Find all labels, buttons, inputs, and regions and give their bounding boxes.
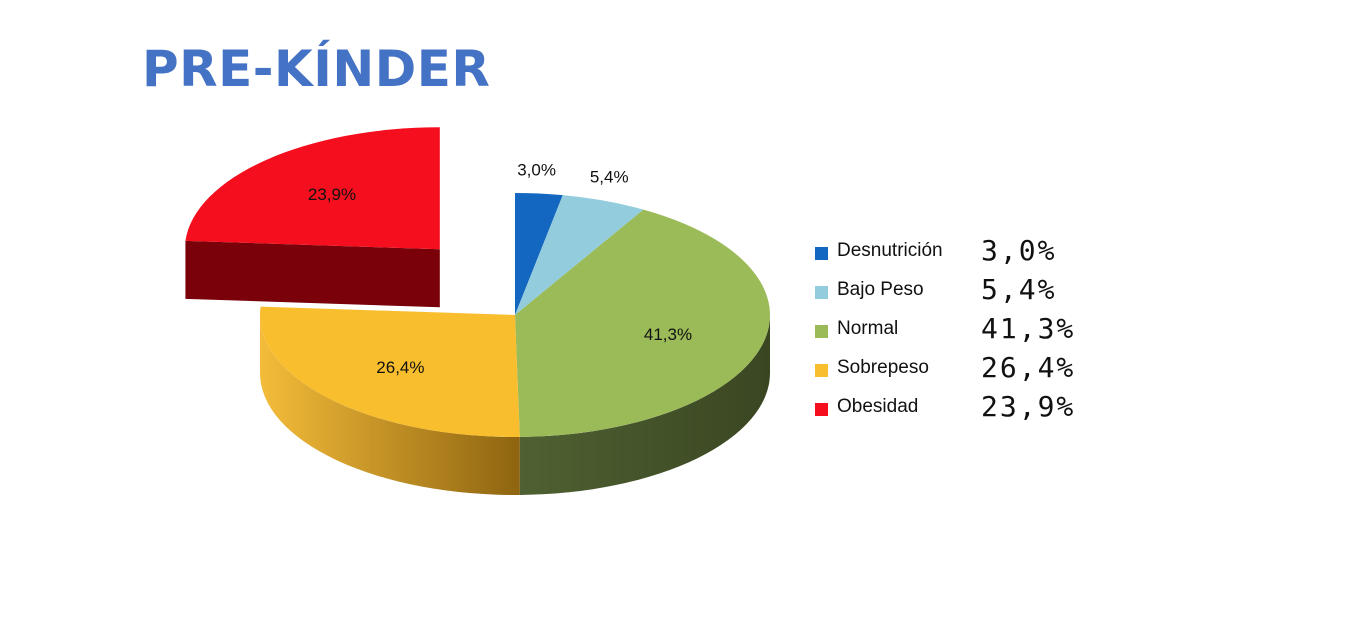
- legend-label: Bajo Peso: [837, 279, 924, 300]
- legend-swatch: [815, 325, 828, 338]
- legend-swatch: [815, 286, 828, 299]
- data-label-normal: 41,3%: [644, 325, 692, 344]
- page-title: PRE-KÍNDER: [142, 40, 491, 98]
- legend-value: 23,9%: [981, 390, 1076, 423]
- legend-label: Sobrepeso: [837, 357, 929, 378]
- legend-label: Obesidad: [837, 396, 919, 417]
- slice-top-desnutricion: [515, 193, 563, 315]
- slice-top-bajo-peso: [515, 195, 644, 315]
- legend-swatch: [815, 247, 828, 260]
- legend-label: Desnutrición: [837, 240, 943, 261]
- data-label-bajo-peso: 5,4%: [590, 168, 629, 187]
- slice-side-sobrepeso: [260, 315, 520, 496]
- data-label-sobrepeso: 26,4%: [376, 358, 424, 377]
- slice-top-normal: [515, 209, 770, 437]
- slice-side-normal: [519, 315, 771, 495]
- legend-value: 26,4%: [981, 351, 1076, 384]
- legend-value: 5,4%: [981, 273, 1057, 306]
- legend-swatch: [815, 403, 828, 416]
- slice-top-sobrepeso: [260, 306, 520, 437]
- legend-value: 41,3%: [981, 312, 1076, 345]
- legend-label: Normal: [837, 318, 899, 339]
- slice-face-obesidad: [185, 240, 440, 308]
- data-label-desnutricion: 3,0%: [517, 161, 556, 180]
- legend-value: 3,0%: [981, 234, 1057, 267]
- data-label-obesidad: 23,9%: [308, 185, 356, 204]
- slice-top-obesidad: [185, 127, 440, 250]
- legend-swatch: [815, 364, 828, 377]
